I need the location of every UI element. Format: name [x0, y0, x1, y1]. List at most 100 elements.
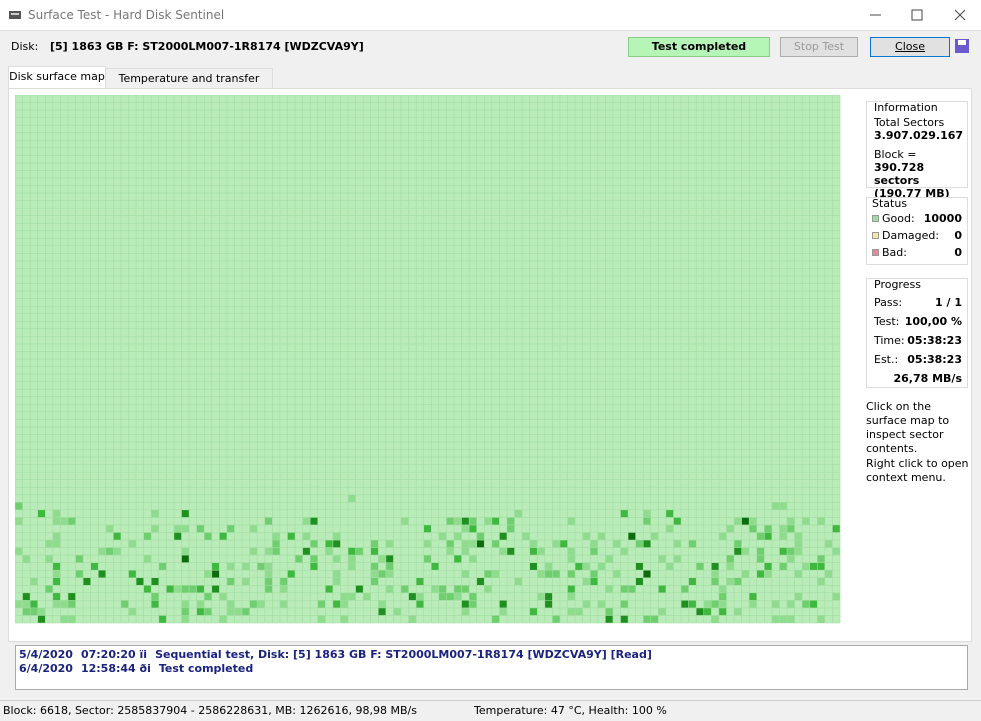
map-cell	[696, 607, 704, 616]
map-cell	[499, 532, 507, 541]
map-cell	[469, 555, 477, 563]
save-button[interactable]	[954, 38, 970, 54]
map-cell	[438, 585, 447, 593]
map-cell	[52, 577, 61, 586]
surface-map[interactable]	[15, 95, 841, 625]
map-cell	[582, 600, 591, 608]
map-cell	[567, 555, 576, 563]
log-entry: 5/4/2020 07:20:20 ïi Sequential test, Disk…	[19, 648, 964, 662]
map-cell	[151, 509, 159, 518]
map-cell	[612, 540, 621, 548]
legend-swatch	[872, 215, 879, 222]
window-controls[interactable]	[860, 6, 975, 24]
map-cell	[348, 555, 356, 563]
map-cell	[718, 607, 727, 616]
map-cell	[461, 600, 470, 608]
map-cell	[605, 555, 613, 563]
map-cell	[355, 547, 364, 556]
close-button[interactable]: Close	[870, 37, 950, 57]
map-cell	[120, 600, 129, 608]
map-cell	[749, 524, 757, 533]
map-cell	[348, 547, 356, 556]
map-cell	[794, 532, 803, 541]
map-cell	[401, 585, 409, 593]
map-cell	[620, 600, 629, 608]
progress-group: Progress Pass: 1 / 1 Test: 100,00 % Time: 05:…	[866, 278, 968, 388]
map-cell	[196, 524, 205, 533]
block-info: Block: 6618, Sector: 2585837904 - 258622…	[3, 704, 417, 717]
map-cell	[75, 555, 84, 563]
legend-swatch	[872, 232, 879, 239]
map-cell	[764, 524, 772, 533]
map-cell	[681, 600, 689, 608]
map-cell	[416, 600, 424, 608]
map-cell	[181, 509, 190, 518]
map-cell	[15, 547, 23, 556]
map-cell	[749, 517, 757, 525]
map-cell	[749, 600, 757, 608]
map-cell	[408, 615, 417, 623]
map-cell	[67, 615, 76, 623]
map-cell	[559, 540, 568, 548]
value: 1 / 1	[935, 296, 962, 309]
map-cell	[567, 585, 576, 593]
map-cell	[378, 607, 386, 616]
map-cell	[151, 577, 159, 586]
map-cell	[794, 592, 803, 601]
map-cell	[832, 524, 840, 533]
map-cell	[340, 615, 349, 623]
map-cell	[711, 570, 719, 578]
map-cell	[506, 517, 515, 525]
map-cell	[279, 577, 288, 586]
map-cell	[605, 607, 613, 616]
map-cell	[544, 562, 553, 571]
map-cell	[544, 600, 553, 608]
map-cell	[15, 502, 23, 510]
map-cell	[756, 547, 765, 556]
log-time: 07:20:20 ïi	[80, 648, 148, 661]
status-label: Damaged:	[872, 229, 939, 242]
map-cell	[499, 607, 507, 616]
map-cell	[196, 600, 205, 608]
map-cell	[453, 592, 462, 601]
value: 10000	[923, 212, 962, 225]
tab-active[interactable]: Disk surface map	[8, 66, 106, 89]
map-cell	[779, 502, 788, 510]
map-cell	[226, 577, 235, 586]
log-date: 5/4/2020	[19, 648, 73, 661]
map-cell	[809, 600, 818, 608]
map-cell	[453, 532, 462, 541]
map-cell	[522, 532, 530, 541]
stop-button[interactable]: Stop Test	[780, 37, 858, 57]
map-cell	[151, 592, 159, 601]
status-row: Good: 10000	[872, 210, 962, 227]
map-cell	[597, 600, 606, 608]
map-cell	[226, 600, 235, 608]
map-cell	[310, 562, 318, 571]
map-cell	[817, 577, 825, 586]
value: 390.728 sectors	[874, 161, 925, 187]
map-cell	[173, 532, 182, 541]
map-cell	[779, 532, 788, 541]
value: 0	[954, 229, 962, 242]
map-cell	[491, 615, 500, 623]
tab[interactable]: Temperature and transfer speed	[105, 68, 273, 105]
map-cell	[734, 607, 742, 616]
map-cell	[590, 577, 598, 586]
map-cell	[423, 540, 432, 548]
speed: 26,78 MB/s	[893, 372, 962, 385]
hint: Click on the surface map to inspect sect…	[866, 400, 950, 455]
map-cell	[423, 524, 432, 533]
map-cell	[264, 517, 273, 525]
map-cell	[332, 532, 341, 541]
map-cell	[378, 600, 386, 608]
map-cell	[211, 562, 220, 571]
map-cell	[385, 562, 394, 571]
map-cell	[393, 607, 402, 616]
map-cell	[726, 524, 735, 533]
map-cell	[718, 600, 727, 608]
label: Est.:	[874, 353, 899, 366]
map-cell	[461, 540, 470, 548]
map-cell	[514, 509, 523, 518]
